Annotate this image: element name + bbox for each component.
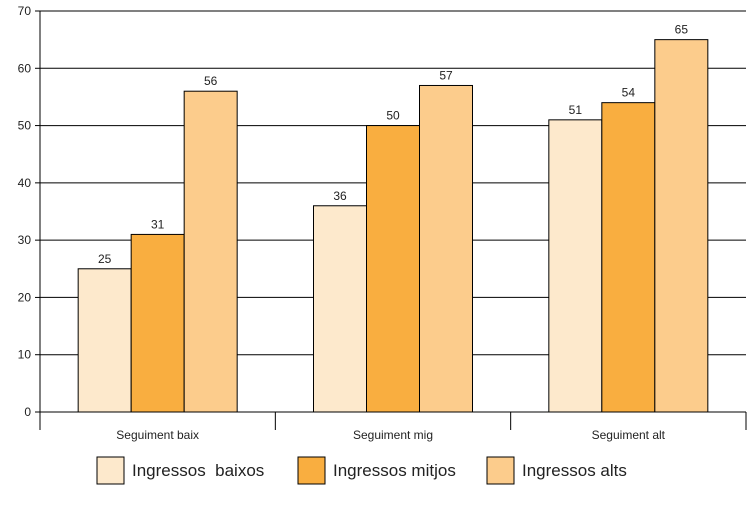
data-label: 65 [675,23,689,37]
bar [183,90,238,413]
bar [77,268,132,413]
y-tick-label: 70 [18,4,32,18]
data-label: 54 [622,86,636,100]
x-category-label: Seguiment alt [592,428,666,442]
x-category-label: Seguiment mig [353,428,433,442]
bar [366,125,420,413]
bar [313,205,367,413]
legend: Ingressos baixos Ingressos mitjos Ingresso… [96,456,627,485]
legend-label: Ingressos alts [522,461,627,480]
y-tick-label: 60 [18,61,32,75]
bar [601,102,656,413]
legend-label: Ingressos baixos [132,461,264,480]
y-tick-label: 10 [18,348,32,362]
data-label: 25 [98,252,112,266]
data-label: 31 [151,217,165,231]
bar [654,39,709,413]
y-tick-label: 50 [18,119,32,133]
legend-swatch [96,456,125,485]
x-category-labels: Seguiment baix Seguiment mig Seguiment alt [116,428,665,442]
y-tick-labels: 0 10 20 30 40 50 60 70 [18,4,32,419]
bar [548,119,603,413]
data-label: 51 [569,103,583,117]
y-tick-label: 40 [18,176,32,190]
y-tick-label: 30 [18,233,32,247]
y-tick-label: 0 [24,405,31,419]
data-label: 36 [333,189,347,203]
bar [419,84,473,413]
bar [130,233,185,413]
bars [77,39,709,413]
x-category-label: Seguiment baix [116,428,199,442]
axes [35,10,747,430]
legend-swatch [297,456,326,485]
legend-swatch [486,456,515,485]
legend-label: Ingressos mitjos [333,461,456,480]
y-tick-label: 20 [18,290,32,304]
data-label: 57 [439,68,453,82]
data-label: 56 [204,74,218,88]
data-label: 50 [386,109,400,123]
data-labels: 25 31 56 36 50 57 51 54 65 [98,23,688,266]
